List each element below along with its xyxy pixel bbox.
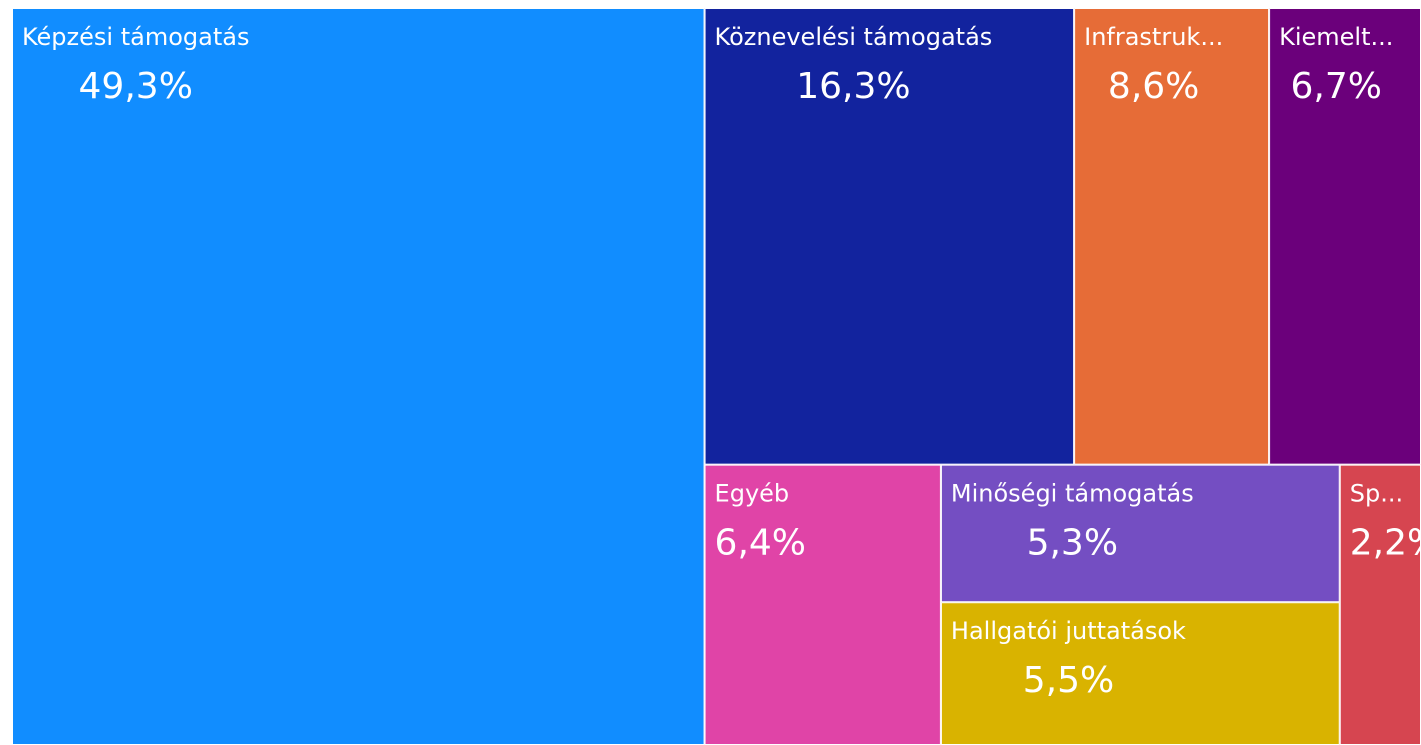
tile-rect [940,602,1340,745]
tile: Kiemelt... 6,7% [1269,8,1421,465]
value-label: 5,3% [1027,523,1118,564]
value-label: 49,3% [79,66,193,107]
tile: Infrastruk... 8,6% [1074,8,1270,465]
tile-rect [12,8,705,745]
tile-label: Hallgatói juttatások [951,617,1186,645]
value-label: 16,3% [796,66,910,107]
tile-label: Kiemelt... [1279,23,1393,51]
tile-label: Minőségi támogatás [951,480,1194,508]
value-label: 6,4% [715,523,806,564]
tile-rect [1269,8,1421,465]
tile-label: Infrastruk... [1084,23,1223,51]
tile: Képzési támogatás 49,3% [12,8,705,745]
tile-rect [704,464,941,745]
tile-label: Köznevelési támogatás [715,23,993,51]
tile-label: Képzési támogatás [22,23,249,51]
tile: Köznevelési támogatás 16,3% [704,8,1075,465]
tile: Sp... 2,2% [1339,464,1421,745]
tile: Minőségi támogatás 5,3% [940,464,1340,603]
tile-label: Sp... [1350,480,1403,508]
tile-rect [1339,464,1421,745]
tile-rect [704,8,1075,465]
tile-rect [940,464,1340,603]
value-label: 6,7% [1291,66,1382,107]
tile-rect [1074,8,1270,465]
value-label: 5,5% [1023,660,1114,701]
tile: Hallgatói juttatások 5,5% [940,602,1340,745]
value-label: 2,2% [1350,523,1421,564]
value-label: 8,6% [1108,66,1199,107]
tile: Egyéb 6,4% [704,464,941,745]
tile-label: Egyéb [715,480,790,508]
